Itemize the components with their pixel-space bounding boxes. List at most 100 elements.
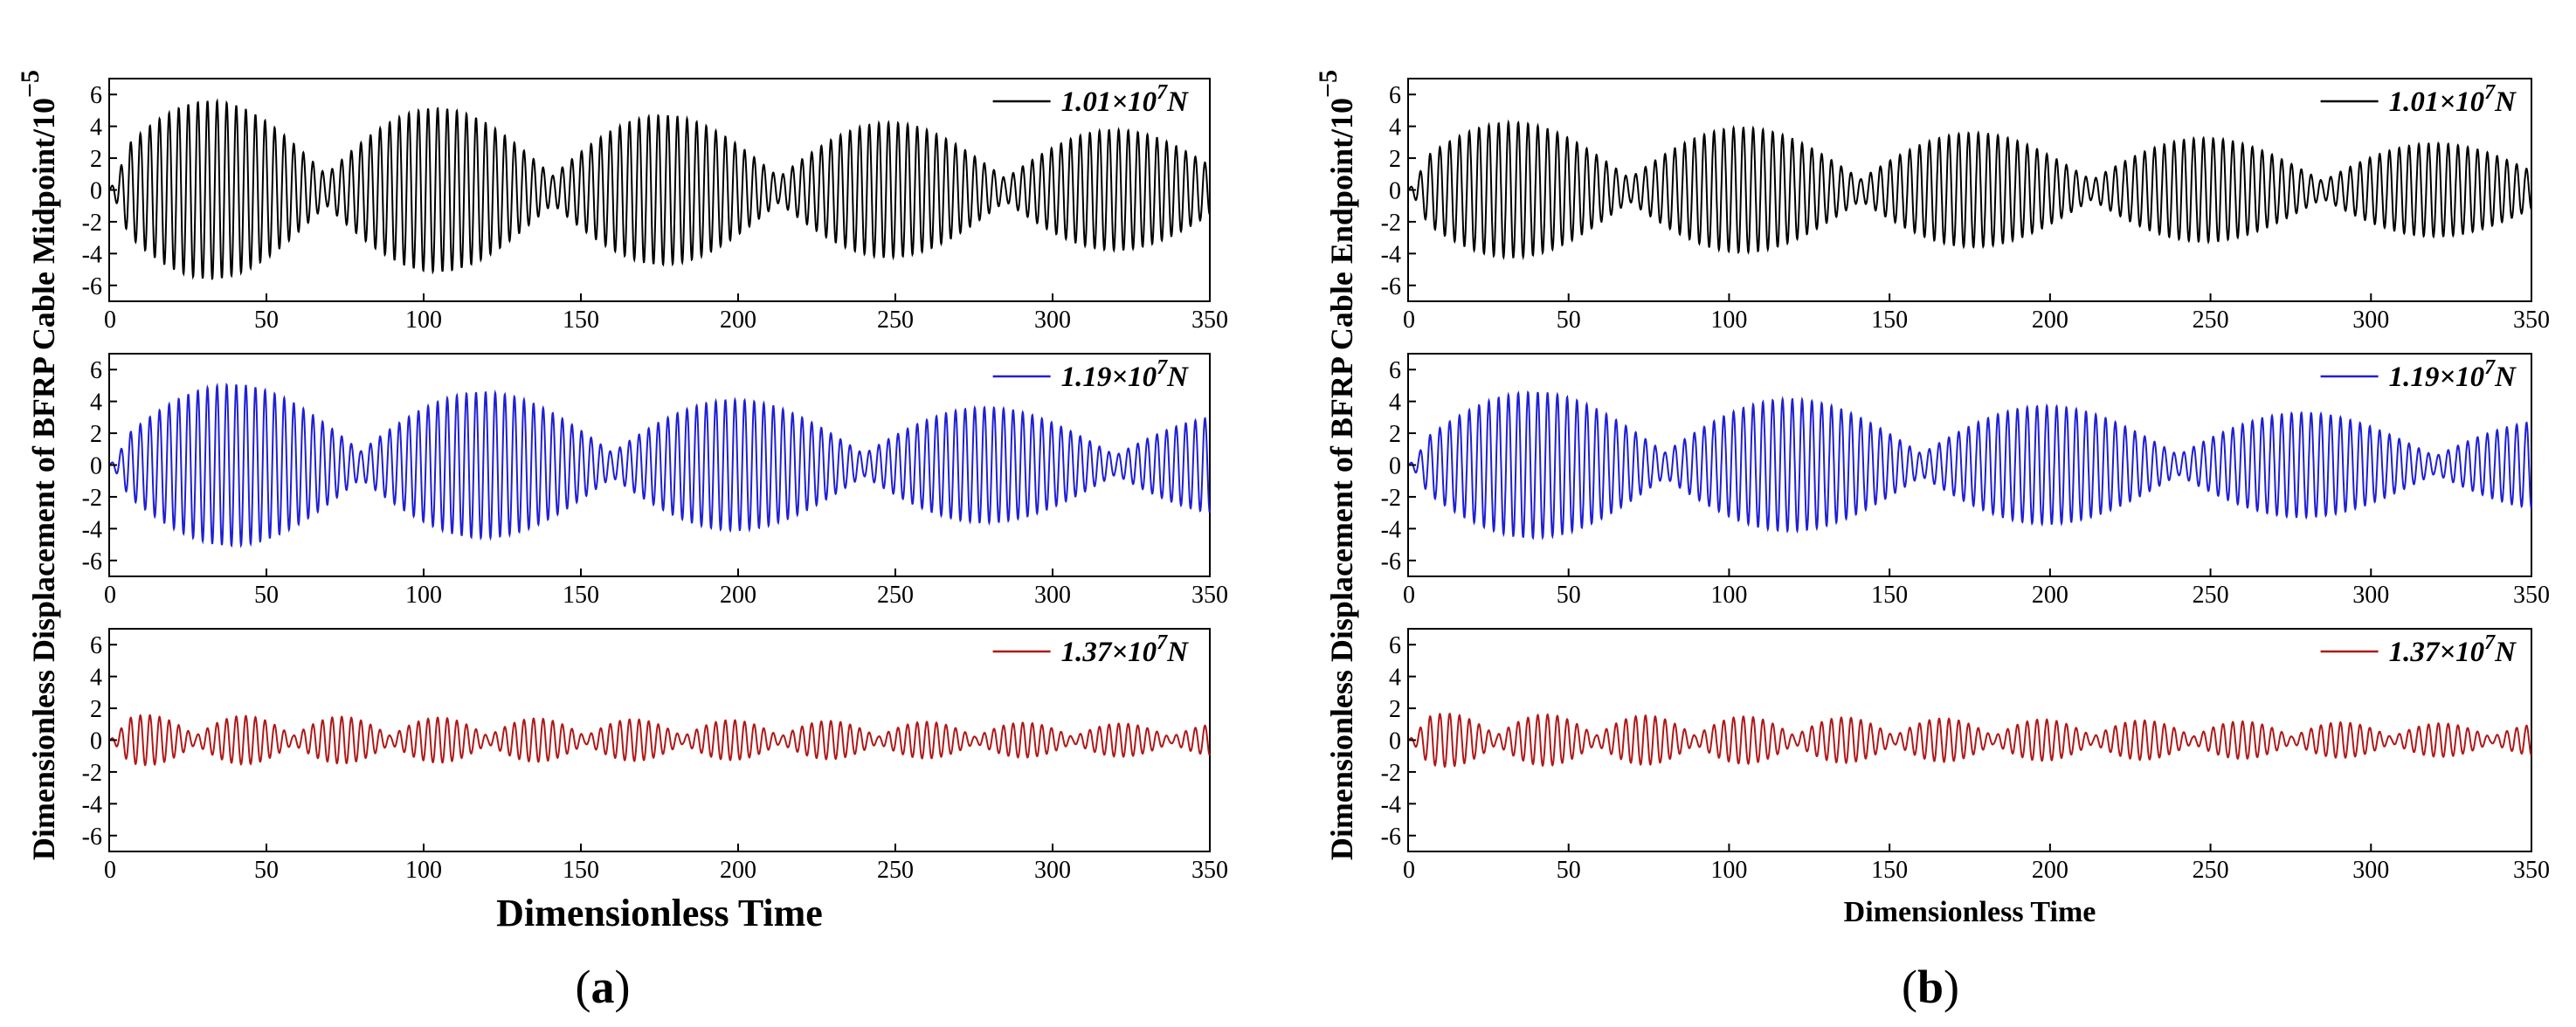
legend-exponent: 7 — [1157, 631, 1168, 654]
x-tick-label: 200 — [2032, 857, 2068, 884]
y-tick-label: 2 — [1389, 146, 1401, 173]
legend-exponent: 7 — [2484, 631, 2496, 654]
y-tick-label: -4 — [1381, 791, 1401, 818]
x-tick-label: 200 — [720, 582, 756, 609]
x-tick-label: 350 — [1191, 582, 1228, 609]
y-tick-label: 2 — [90, 421, 102, 448]
y-tick-label: 6 — [90, 82, 102, 109]
x-tick-label: 0 — [104, 857, 116, 884]
y-tick-label: -6 — [82, 548, 102, 576]
legend-entry: 1.19×107N — [992, 356, 1190, 393]
x-tick-label: 0 — [104, 307, 116, 334]
legend-unit: N — [1166, 362, 1189, 393]
x-tick-label: 350 — [2513, 857, 2550, 884]
y-tick-label: 4 — [1389, 665, 1401, 692]
x-tick-label: 50 — [254, 857, 279, 884]
panel-caption: (a) — [576, 961, 631, 1013]
y-tick-label: -4 — [1381, 241, 1401, 268]
caption-close: ) — [615, 961, 631, 1013]
x-axis-label: Dimensionless Time — [1844, 896, 2096, 928]
x-tick-label: 50 — [254, 582, 279, 609]
x-tick-label: 100 — [1710, 857, 1747, 884]
x-tick-label: 0 — [1403, 307, 1415, 334]
x-tick-label: 50 — [254, 307, 279, 334]
y-tick-label: 4 — [1389, 389, 1401, 417]
subplot-2: -6 -4 -2 0 2 4 6 0 50 100 150 200 250 300 350 1.19×107N — [82, 353, 1228, 609]
legend-base: 1.19×10 — [2389, 362, 2485, 393]
x-tick-label: 250 — [877, 857, 914, 884]
x-tick-label: 250 — [877, 582, 914, 609]
legend-exponent: 7 — [2484, 81, 2496, 104]
y-axis-label: Dimensionless Displacement of BFRP Cable… — [1314, 70, 1359, 860]
x-tick-label: 200 — [720, 307, 756, 334]
y-tick-label: 6 — [90, 357, 102, 384]
subplot-3: -6 -4 -2 0 2 4 6 0 50 100 150 200 250 300 350 1.37×107N — [82, 628, 1228, 884]
x-tick-label: 200 — [720, 857, 756, 884]
y-tick-label: 2 — [1389, 696, 1401, 723]
y-tick-label: 4 — [90, 389, 102, 417]
x-tick-label: 350 — [2513, 582, 2550, 609]
series-line — [108, 383, 1211, 548]
x-tick-label: 300 — [1034, 857, 1071, 884]
legend-entry: 1.37×107N — [2320, 631, 2517, 668]
x-tick-label: 250 — [2193, 582, 2229, 609]
y-tick-label: 2 — [1389, 421, 1401, 448]
series-line — [1407, 119, 2532, 261]
x-tick-label: 300 — [2352, 857, 2389, 884]
x-tick-label: 100 — [405, 857, 442, 884]
x-tick-label: 50 — [1557, 307, 1581, 334]
y-tick-label: 4 — [1389, 114, 1401, 141]
caption-letter: b — [1917, 961, 1944, 1013]
x-tick-label: 150 — [1871, 582, 1908, 609]
y-tick-label: 0 — [1389, 728, 1401, 755]
legend-entry: 1.37×107N — [992, 631, 1189, 668]
x-tick-label: 150 — [1871, 307, 1908, 334]
series-line — [1407, 390, 2532, 541]
legend-label: 1.37×107N — [2389, 631, 2517, 668]
legend-unit: N — [2494, 362, 2517, 393]
legend-unit: N — [2494, 86, 2517, 118]
subplot-1: -6 -4 -2 0 2 4 6 0 50 100 150 200 250 300 350 1.01×107N — [82, 78, 1228, 334]
y-tick-label: 2 — [90, 146, 102, 173]
subplot-2: -6 -4 -2 0 2 4 6 0 50 100 150 200 250 300 350 1.19×107N — [1381, 353, 2550, 609]
y-tick-label: 6 — [90, 632, 102, 659]
legend-base: 1.01×10 — [2389, 86, 2485, 118]
y-tick-label: -6 — [1381, 548, 1401, 576]
x-tick-label: 150 — [1871, 857, 1908, 884]
y-tick-label: 0 — [1389, 453, 1401, 480]
x-tick-label: 0 — [1403, 857, 1415, 884]
legend-label: 1.19×107N — [1061, 356, 1190, 393]
x-tick-label: 50 — [1557, 582, 1581, 609]
y-tick-label: -2 — [1381, 210, 1401, 237]
x-tick-label: 250 — [2193, 857, 2229, 884]
x-tick-label: 100 — [1710, 307, 1747, 334]
series-line — [108, 713, 1211, 767]
x-tick-label: 150 — [563, 857, 599, 884]
x-tick-label: 250 — [877, 307, 914, 334]
x-tick-label: 100 — [405, 307, 442, 334]
y-tick-label: -6 — [82, 824, 102, 851]
y-tick-label: 0 — [90, 728, 102, 755]
y-tick-label: -4 — [1381, 516, 1401, 543]
series-line — [108, 98, 1211, 280]
y-tick-label: -6 — [1381, 824, 1401, 851]
legend-entry: 1.19×107N — [2320, 356, 2517, 393]
caption-close: ) — [1944, 961, 1959, 1013]
x-axis-label: Dimensionless Time — [496, 892, 823, 934]
y-tick-label: 4 — [90, 665, 102, 692]
y-tick-label: -6 — [82, 273, 102, 300]
y-tick-label: -2 — [1381, 485, 1401, 512]
legend-base: 1.37×10 — [2389, 637, 2485, 668]
y-tick-label: -4 — [82, 241, 102, 268]
x-tick-label: 50 — [1557, 857, 1581, 884]
x-tick-label: 300 — [2352, 307, 2389, 334]
x-tick-label: 100 — [405, 582, 442, 609]
legend-label: 1.19×107N — [2389, 356, 2517, 393]
x-tick-label: 300 — [2352, 582, 2389, 609]
legend-entry: 1.01×107N — [2320, 81, 2517, 118]
legend-exponent: 7 — [1157, 356, 1168, 379]
x-tick-label: 300 — [1034, 307, 1071, 334]
y-tick-label: -2 — [1381, 760, 1401, 787]
